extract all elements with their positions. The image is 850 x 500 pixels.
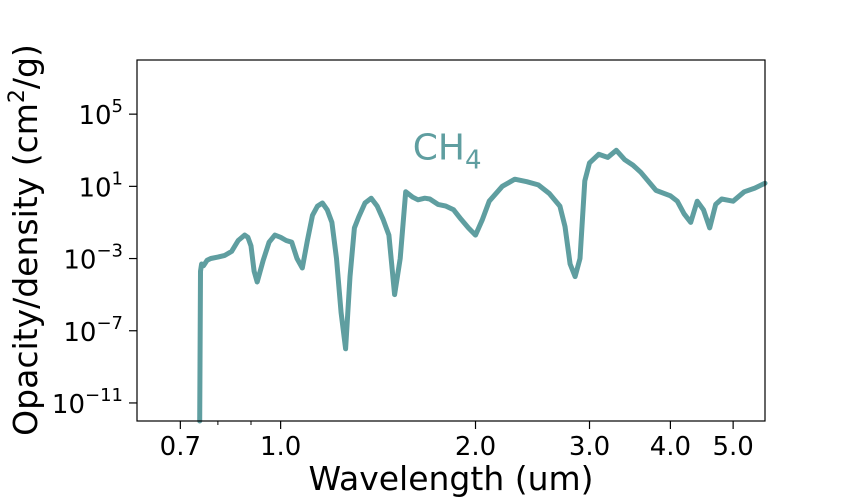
- annotation-sub: 4: [465, 146, 482, 176]
- y-tick-base: 10: [63, 246, 96, 276]
- y-tick-label: 101: [78, 168, 123, 203]
- annotation-base: CH: [413, 128, 465, 169]
- y-axis-label-after: /g): [6, 44, 45, 89]
- y-tick-exp: −11: [85, 385, 123, 406]
- y-tick-base: 10: [52, 390, 85, 420]
- y-axis-label-before: Opacity/density (cm: [6, 103, 45, 436]
- y-tick-label: 105: [78, 96, 123, 131]
- x-tick-label: 1.0: [260, 432, 301, 462]
- x-tick-label: 4.0: [650, 432, 691, 462]
- x-tick-label: 0.7: [160, 432, 201, 462]
- y-tick-base: 10: [78, 173, 111, 203]
- y-tick-label: 10−7: [63, 313, 123, 348]
- y-tick-base: 10: [78, 101, 111, 131]
- x-tick-label: 3.0: [569, 432, 610, 462]
- y-tick-exp: −3: [96, 241, 123, 262]
- y-tick-label: 10−11: [52, 385, 123, 420]
- y-tick-exp: 5: [112, 96, 123, 117]
- x-tick-label: 5.0: [712, 432, 753, 462]
- y-tick-exp: −7: [96, 313, 123, 334]
- annotation-ch4: CH4: [413, 128, 482, 176]
- y-axis-label: Opacity/density (cm2/g): [5, 44, 45, 436]
- series-line-ch4: [197, 147, 768, 424]
- y-tick-exp: 1: [112, 168, 123, 189]
- x-tick-label: 2.0: [455, 432, 496, 462]
- y-tick-label: 10−3: [63, 241, 123, 276]
- x-axis-label: Wavelength (um): [308, 459, 593, 498]
- series-layer: [197, 147, 768, 424]
- plot-frame: [136, 59, 766, 422]
- y-tick-base: 10: [63, 318, 96, 348]
- y-axis-label-sup: 2: [5, 89, 30, 103]
